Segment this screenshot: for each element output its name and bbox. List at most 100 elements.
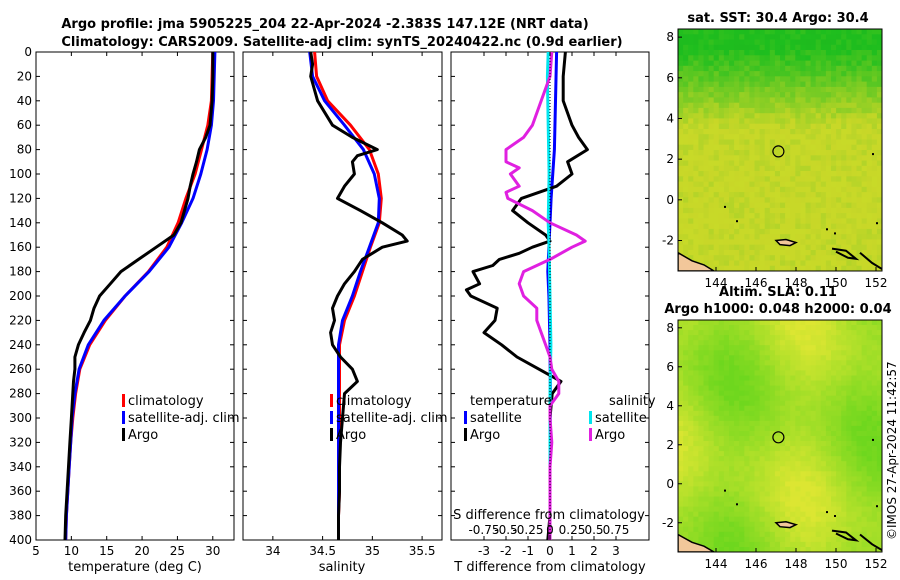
map-cell <box>754 390 761 397</box>
map-cell <box>851 405 858 412</box>
map-cell <box>683 81 689 88</box>
map-cell <box>729 244 735 251</box>
sst-map-frame <box>677 28 883 272</box>
map-cell <box>683 395 689 402</box>
map-cell <box>820 39 827 46</box>
map-cell <box>739 431 745 437</box>
map-cell <box>759 395 766 402</box>
map-cell <box>749 213 756 219</box>
map-cell <box>866 526 873 533</box>
map-cell <box>744 144 750 151</box>
map-cell <box>718 107 725 114</box>
map-cell <box>713 71 720 77</box>
map-cell <box>769 335 776 341</box>
map-cell <box>729 521 735 528</box>
map-cell <box>683 365 689 371</box>
map-cell <box>785 86 791 93</box>
map-cell <box>734 260 740 267</box>
map-cell <box>734 107 740 114</box>
map-cell <box>795 265 801 271</box>
map-cell <box>723 97 730 104</box>
map-cell <box>785 476 791 482</box>
map-cell <box>718 113 725 120</box>
map-cell <box>815 81 822 88</box>
map-cell <box>774 491 781 498</box>
map-cell <box>846 228 852 235</box>
map-cell <box>795 547 801 552</box>
map-cell <box>678 223 684 230</box>
map-cell <box>815 536 822 543</box>
map-cell <box>841 425 847 432</box>
map-cell <box>810 526 817 533</box>
map-cell <box>805 181 812 188</box>
map-cell <box>703 501 710 508</box>
map-cell <box>774 155 781 162</box>
map-x-tick-label: 144 <box>705 557 728 571</box>
map-cell <box>836 265 842 271</box>
figure-title-line1: Argo profile: jma 5905225_204 22-Apr-202… <box>61 17 588 32</box>
map-cell <box>825 155 832 162</box>
map-cell <box>703 395 710 402</box>
map-cell <box>688 531 694 538</box>
map-cell <box>831 160 837 167</box>
legend-tsat: satellite <box>470 411 522 426</box>
map-cell <box>718 139 725 146</box>
map-cell <box>683 165 689 172</box>
map-cell <box>846 71 852 77</box>
map-cell <box>815 223 822 230</box>
map-cell <box>785 97 791 104</box>
legend-swatch-satellite <box>330 411 333 424</box>
map-cell <box>678 466 684 472</box>
map-cell <box>764 456 771 462</box>
x-tick-label: 25 <box>170 544 185 558</box>
map-cell <box>780 365 786 371</box>
map-cell <box>678 446 684 452</box>
map-cell <box>795 355 801 361</box>
map-cell <box>851 228 858 235</box>
map-cell <box>708 234 715 241</box>
map-cell <box>795 176 801 183</box>
map-cell <box>729 250 735 256</box>
map-cell <box>841 250 847 256</box>
map-cell <box>866 213 873 219</box>
map-cell <box>734 536 740 543</box>
map-cell <box>851 335 858 341</box>
map-cell <box>861 325 868 331</box>
island <box>831 247 860 261</box>
map-cell <box>683 207 689 214</box>
map-cell <box>754 76 761 83</box>
map-cell <box>841 390 847 397</box>
map-cell <box>851 325 858 331</box>
map-cell <box>729 390 735 397</box>
map-cell <box>785 446 791 452</box>
map-cell <box>810 260 817 267</box>
map-cell <box>795 107 801 114</box>
map-cell <box>871 86 878 93</box>
map-cell <box>688 39 694 46</box>
map-cell <box>688 223 694 230</box>
map-cell <box>846 501 852 508</box>
map-cell <box>744 160 750 167</box>
map-cell <box>744 395 750 402</box>
map-cell <box>713 76 720 83</box>
map-cell <box>780 260 786 267</box>
map-cell <box>800 456 807 462</box>
map-cell <box>693 234 699 241</box>
map-cell <box>698 466 705 472</box>
map-cell <box>678 531 684 538</box>
map-cell <box>780 139 786 146</box>
map-cell <box>841 325 847 331</box>
map-cell <box>734 476 740 482</box>
map-cell <box>805 330 812 336</box>
map-cell <box>774 202 781 209</box>
map-cell <box>759 92 766 98</box>
map-cell <box>805 415 812 422</box>
map-cell <box>693 207 699 214</box>
map-cell <box>678 29 684 35</box>
map-cell <box>723 536 730 543</box>
map-cell <box>861 44 868 51</box>
map-cell <box>825 150 832 156</box>
map-cell <box>871 415 878 422</box>
map-cell <box>739 501 745 508</box>
map-cell <box>851 451 858 457</box>
